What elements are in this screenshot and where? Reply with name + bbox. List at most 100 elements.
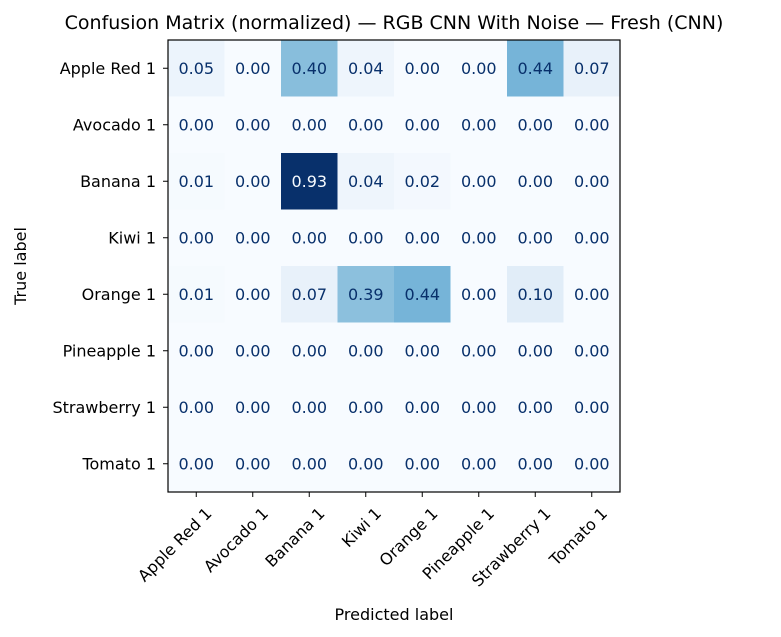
heatmap-cell — [507, 96, 564, 154]
y-tick-label: Pineapple 1 — [63, 341, 156, 360]
heatmap-cell — [281, 435, 338, 493]
heatmap-cell — [563, 40, 621, 97]
heatmap-cell — [337, 379, 395, 436]
heatmap-cell — [168, 322, 225, 380]
heatmap-cell — [394, 209, 451, 267]
cell-value-label: 0.00 — [461, 172, 497, 191]
cell-value-label: 0.00 — [461, 285, 497, 304]
y-tick-label: Tomato 1 — [81, 454, 156, 473]
cell-value-label: 0.00 — [461, 59, 497, 78]
cell-value-label: 0.00 — [235, 228, 271, 247]
cell-value-label: 0.00 — [574, 398, 610, 417]
cell-value-label: 0.00 — [291, 454, 327, 473]
cell-value-label: 0.00 — [235, 59, 271, 78]
heatmap-cell — [337, 96, 395, 154]
cell-value-label: 0.44 — [404, 285, 440, 304]
heatmap-cell — [281, 322, 338, 380]
cell-value-label: 0.00 — [235, 115, 271, 134]
heatmap-cell — [394, 153, 451, 210]
cell-value-label: 0.00 — [517, 398, 553, 417]
cell-value-label: 0.00 — [404, 341, 440, 360]
cell-value-label: 0.00 — [574, 285, 610, 304]
heatmap-cell — [563, 435, 621, 493]
cell-value-label: 0.00 — [461, 341, 497, 360]
cell-value-label: 0.00 — [291, 398, 327, 417]
heatmap-cell — [563, 96, 621, 154]
cell-value-labels: 0.05 0.00 0.40 0.04 0.00 0.00 0.44 0.07 0.00 0.00… — [178, 59, 609, 474]
heatmap-cell — [563, 322, 621, 380]
heatmap-cell — [507, 379, 564, 436]
cell-value-label: 0.01 — [178, 285, 214, 304]
y-tick-label: Orange 1 — [82, 285, 156, 304]
cell-value-label: 0.00 — [574, 172, 610, 191]
cell-value-label: 0.00 — [178, 115, 214, 134]
heatmap-cell — [563, 379, 621, 436]
heatmap-cell — [450, 322, 508, 380]
cell-value-label: 0.00 — [348, 454, 384, 473]
heatmap-cell — [168, 209, 225, 267]
heatmap-cell — [281, 153, 338, 210]
heatmap-cell — [507, 322, 564, 380]
cell-value-label: 0.00 — [517, 228, 553, 247]
heatmap-cell — [281, 40, 338, 97]
cell-value-label: 0.01 — [178, 172, 214, 191]
y-axis-label: True label — [11, 227, 30, 306]
heatmap-cell — [224, 266, 282, 323]
heatmap-cell — [168, 266, 225, 323]
cell-value-label: 0.00 — [461, 115, 497, 134]
cell-value-label: 0.00 — [291, 341, 327, 360]
heatmap-cell — [394, 40, 451, 97]
heatmap-cell — [507, 209, 564, 267]
cell-value-label: 0.00 — [404, 454, 440, 473]
cell-value-label: 0.00 — [517, 341, 553, 360]
cell-value-label: 0.00 — [517, 454, 553, 473]
heatmap-cell — [394, 379, 451, 436]
heatmap-cell — [450, 153, 508, 210]
cell-value-label: 0.00 — [461, 228, 497, 247]
cell-value-label: 0.00 — [517, 115, 553, 134]
cell-value-label: 0.00 — [404, 59, 440, 78]
cell-value-label: 0.00 — [348, 115, 384, 134]
heatmap-cell — [168, 379, 225, 436]
heatmap-cell — [281, 96, 338, 154]
cell-value-label: 0.00 — [348, 228, 384, 247]
heatmap-cell — [450, 435, 508, 493]
heatmap-cell — [224, 153, 282, 210]
cell-value-label: 0.00 — [574, 228, 610, 247]
heatmap-cell — [450, 96, 508, 154]
heatmap-cell — [337, 435, 395, 493]
heatmap-cell — [281, 266, 338, 323]
cell-value-label: 0.07 — [291, 285, 327, 304]
heatmap-cell — [394, 266, 451, 323]
cell-value-label: 0.05 — [178, 59, 214, 78]
y-axis-ticks: Apple Red 1 Avocado 1 Banana 1 Kiwi 1 Orange… — [52, 59, 168, 473]
y-tick-label: Apple Red 1 — [60, 59, 156, 78]
cell-value-label: 0.04 — [348, 172, 384, 191]
heatmap-cell — [394, 322, 451, 380]
cell-value-label: 0.00 — [574, 454, 610, 473]
cell-value-label: 0.00 — [235, 341, 271, 360]
heatmap-cell — [450, 266, 508, 323]
heatmap-cell — [450, 40, 508, 97]
cell-value-label: 0.00 — [178, 454, 214, 473]
heatmap-cell — [281, 209, 338, 267]
y-tick-label: Strawberry 1 — [52, 398, 156, 417]
cell-value-label: 0.00 — [517, 172, 553, 191]
heatmap-cell — [337, 322, 395, 380]
heatmap-cell — [224, 322, 282, 380]
heatmap-cells — [168, 40, 621, 493]
cell-value-label: 0.00 — [235, 454, 271, 473]
y-tick-label: Avocado 1 — [73, 115, 156, 134]
cell-value-label: 0.39 — [348, 285, 384, 304]
heatmap-cell — [507, 435, 564, 493]
heatmap-cell — [507, 153, 564, 210]
cell-value-label: 0.40 — [291, 59, 327, 78]
cell-value-label: 0.00 — [178, 341, 214, 360]
heatmap-cell — [224, 40, 282, 97]
cell-value-label: 0.00 — [461, 398, 497, 417]
cell-value-label: 0.00 — [574, 341, 610, 360]
cell-value-label: 0.07 — [574, 59, 610, 78]
cell-value-label: 0.00 — [404, 115, 440, 134]
